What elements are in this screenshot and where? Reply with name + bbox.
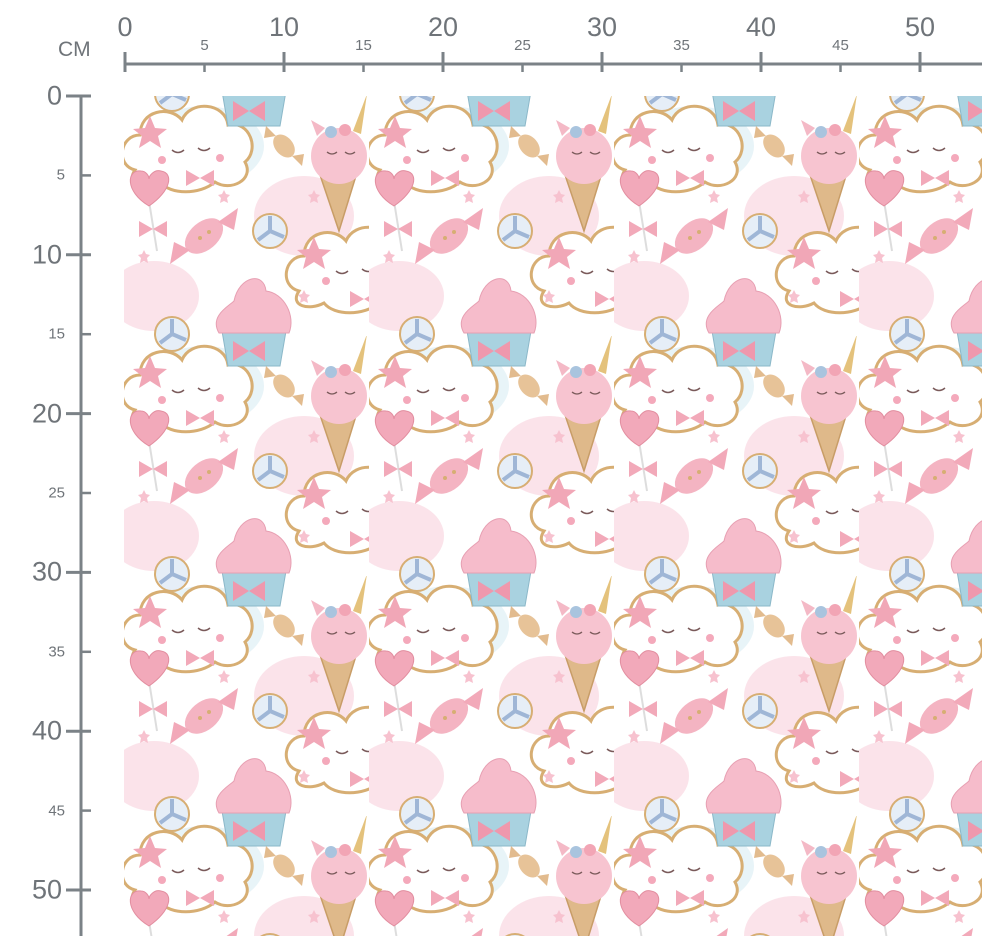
h-tick-label: 10 bbox=[268, 12, 300, 42]
v-tick-label: 45 bbox=[48, 802, 65, 820]
h-tick-label: 5 bbox=[200, 37, 209, 54]
v-tick-label: 0 bbox=[46, 80, 62, 111]
h-tick-label: 15 bbox=[355, 37, 372, 54]
h-tick-label: 35 bbox=[673, 37, 690, 54]
h-tick-label: 50 bbox=[904, 12, 936, 42]
v-tick-label: 10 bbox=[31, 239, 62, 270]
h-tick-label: 0 bbox=[117, 12, 133, 42]
v-tick-label: 35 bbox=[48, 643, 65, 661]
v-tick-label: 50 bbox=[31, 874, 62, 905]
h-tick-label: 30 bbox=[586, 12, 618, 42]
v-tick-label: 20 bbox=[31, 398, 62, 429]
v-tick-label: 5 bbox=[56, 166, 65, 184]
h-tick-label: 25 bbox=[514, 37, 531, 54]
h-tick-label: 40 bbox=[745, 12, 777, 42]
v-tick-label: 25 bbox=[48, 484, 65, 502]
v-tick-label: 15 bbox=[48, 325, 65, 343]
h-tick-label: 45 bbox=[832, 37, 849, 54]
v-tick-label: 40 bbox=[31, 715, 62, 746]
v-tick-label: 30 bbox=[31, 556, 62, 587]
h-tick-label: 20 bbox=[427, 12, 459, 42]
unit-label: CM bbox=[58, 38, 91, 61]
fabric-pattern-preview bbox=[124, 96, 982, 936]
